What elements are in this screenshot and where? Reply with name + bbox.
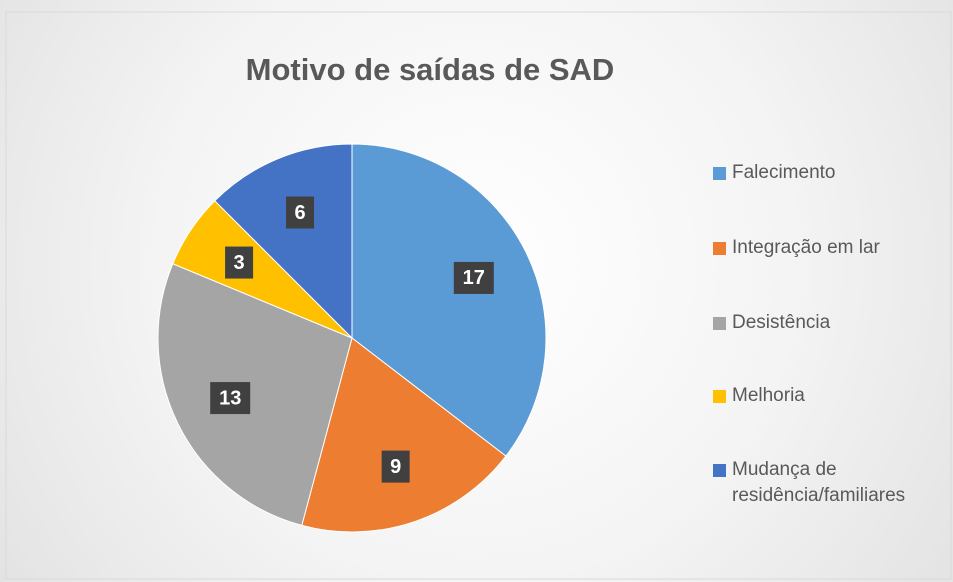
pie-slice	[157, 263, 353, 527]
data-label: 17	[463, 267, 485, 289]
legend-swatch	[713, 390, 726, 403]
legend-item: Melhoria	[713, 383, 953, 409]
legend-swatch	[713, 464, 726, 477]
legend-item: Falecimento	[713, 160, 953, 186]
data-label-box	[225, 246, 254, 279]
data-label: 13	[219, 387, 241, 409]
legend-label: Desistência	[732, 312, 831, 333]
legend-swatch	[713, 167, 726, 180]
chart-border	[5, 11, 952, 580]
data-label-box	[210, 382, 251, 415]
data-label: 9	[390, 456, 401, 478]
legend-swatch	[713, 242, 726, 255]
data-label: 6	[294, 202, 305, 224]
pie-slice	[351, 143, 547, 457]
legend-item: Mudança de residência/familiares	[713, 457, 953, 509]
chart-title: Motivo de saídas de SAD	[246, 52, 615, 87]
legend-label: Integração em lar	[732, 237, 880, 258]
data-label: 3	[234, 252, 245, 274]
pie-slice	[214, 143, 353, 340]
data-label-box	[381, 450, 410, 483]
legend-label: Falecimento	[732, 162, 836, 183]
legend-label: Mudança de residência/familiares	[732, 459, 906, 506]
data-label-box	[286, 196, 315, 229]
legend-label: Melhoria	[732, 385, 805, 406]
legend-item: Desistência	[713, 310, 953, 336]
data-label-box	[453, 261, 494, 294]
legend-swatch	[713, 317, 726, 330]
pie-slice	[301, 337, 507, 533]
legend-item: Integração em lar	[713, 235, 953, 261]
